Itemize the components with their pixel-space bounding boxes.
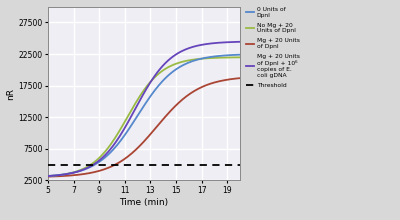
Y-axis label: nR: nR: [6, 88, 16, 99]
X-axis label: Time (min): Time (min): [120, 198, 168, 207]
Legend: 0 Units of
DpnI, No Mg + 20
Units of DpnI, Mg + 20 Units
of DpnI, Mg + 20 Units
: 0 Units of DpnI, No Mg + 20 Units of Dpn…: [245, 6, 300, 89]
